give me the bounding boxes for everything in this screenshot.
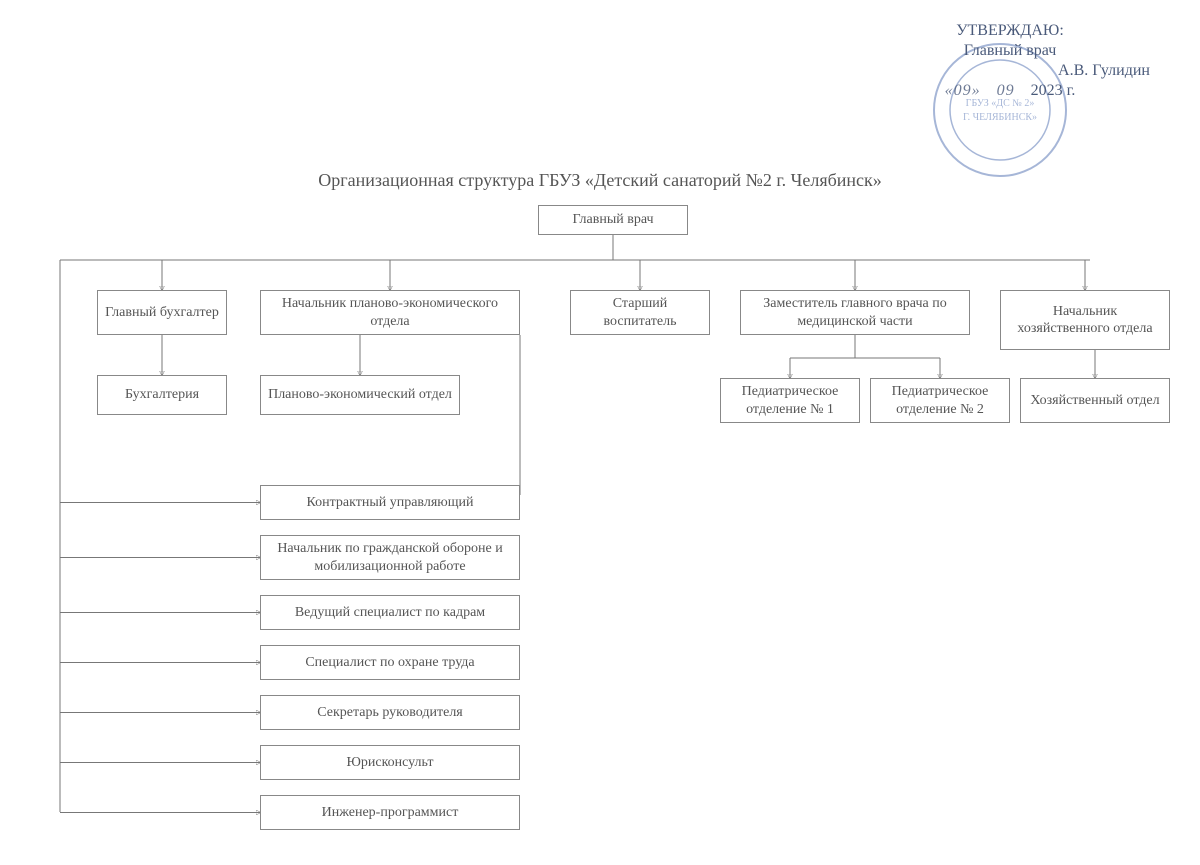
org-node-c2: Планово-экономический отдел xyxy=(260,375,460,415)
approval-position: Главный врач xyxy=(860,42,1160,60)
org-node-n3: Старший воспитатель xyxy=(570,290,710,335)
approval-date-month: 09 xyxy=(997,82,1015,99)
org-node-s1: Контрактный управляющий xyxy=(260,485,520,520)
org-node-s2: Начальник по гражданской обороне и мобил… xyxy=(260,535,520,580)
org-chart-edges xyxy=(0,0,1200,865)
approval-date-day: «09» xyxy=(945,82,981,99)
org-chart-page: ГБУЗ «ДС № 2» Г. ЧЕЛЯБИНСК» УТВЕРЖДАЮ: Г… xyxy=(0,0,1200,865)
approval-heading: УТВЕРЖДАЮ: xyxy=(860,22,1160,40)
org-node-s6: Юрисконсульт xyxy=(260,745,520,780)
org-node-s4: Специалист по охране труда xyxy=(260,645,520,680)
org-node-root: Главный врач xyxy=(538,205,688,235)
org-node-c5: Хозяйственный отдел xyxy=(1020,378,1170,423)
org-node-n5: Начальник хозяйственного отдела xyxy=(1000,290,1170,350)
org-node-s7: Инженер-программист xyxy=(260,795,520,830)
document-title: Организационная структура ГБУЗ «Детский … xyxy=(0,170,1200,191)
approval-date-year: 2023 г. xyxy=(1031,82,1076,99)
org-node-n1: Главный бухгалтер xyxy=(97,290,227,335)
org-node-c1: Бухгалтерия xyxy=(97,375,227,415)
org-node-s5: Секретарь руководителя xyxy=(260,695,520,730)
org-node-n4: Заместитель главного врача по медицинско… xyxy=(740,290,970,335)
approval-block: УТВЕРЖДАЮ: Главный врач А.В. Гулидин «09… xyxy=(860,20,1160,102)
org-node-c4a: Педиатрическое отделение № 1 xyxy=(720,378,860,423)
org-node-s3: Ведущий специалист по кадрам xyxy=(260,595,520,630)
approval-name: А.В. Гулидин xyxy=(1058,62,1150,79)
org-node-n2: Начальник планово-экономического отдела xyxy=(260,290,520,335)
stamp-text-2: Г. ЧЕЛЯБИНСК» xyxy=(963,112,1037,123)
org-node-c4b: Педиатрическое отделение № 2 xyxy=(870,378,1010,423)
